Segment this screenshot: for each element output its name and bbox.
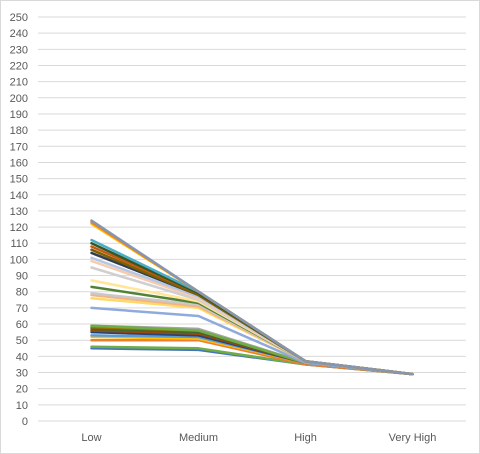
x-tick-label: Very High [389, 432, 437, 444]
y-tick-label: 70 [16, 303, 28, 315]
y-tick-label: 60 [16, 319, 28, 331]
gridlines [38, 16, 466, 422]
y-tick-label: 10 [16, 400, 28, 412]
y-tick-label: 80 [16, 287, 28, 299]
y-tick-label: 40 [16, 351, 28, 363]
y-tick-label: 0 [22, 416, 28, 428]
x-tick-label: High [294, 432, 317, 444]
y-tick-label: 150 [10, 174, 28, 186]
y-tick-label: 210 [10, 77, 28, 89]
y-tick-label: 230 [10, 44, 28, 56]
y-tick-label: 30 [16, 368, 28, 380]
y-axis-tick-labels: 0 10 20 30 40 50 60 70 80 90 100 110 120 130 140 150 160… [10, 12, 28, 428]
y-tick-label: 20 [16, 384, 28, 396]
series-line-25 [90, 238, 414, 376]
series-line-28 [90, 219, 414, 376]
series-lines [90, 219, 414, 376]
y-tick-label: 240 [10, 28, 28, 40]
y-tick-label: 250 [10, 12, 28, 24]
y-tick-label: 140 [10, 190, 28, 202]
x-axis-tick-labels: Low Medium High Very High [81, 432, 436, 444]
y-tick-label: 170 [10, 141, 28, 153]
y-tick-label: 130 [10, 206, 28, 218]
y-tick-label: 160 [10, 157, 28, 169]
y-tick-label: 50 [16, 335, 28, 347]
y-tick-label: 180 [10, 125, 28, 137]
x-tick-label: Medium [179, 432, 218, 444]
y-tick-label: 120 [10, 222, 28, 234]
y-tick-label: 100 [10, 254, 28, 266]
y-tick-label: 200 [10, 93, 28, 105]
x-tick-label: Low [81, 432, 101, 444]
y-tick-label: 190 [10, 109, 28, 121]
y-tick-label: 90 [16, 271, 28, 283]
y-tick-label: 220 [10, 60, 28, 72]
y-tick-label: 110 [10, 238, 28, 250]
